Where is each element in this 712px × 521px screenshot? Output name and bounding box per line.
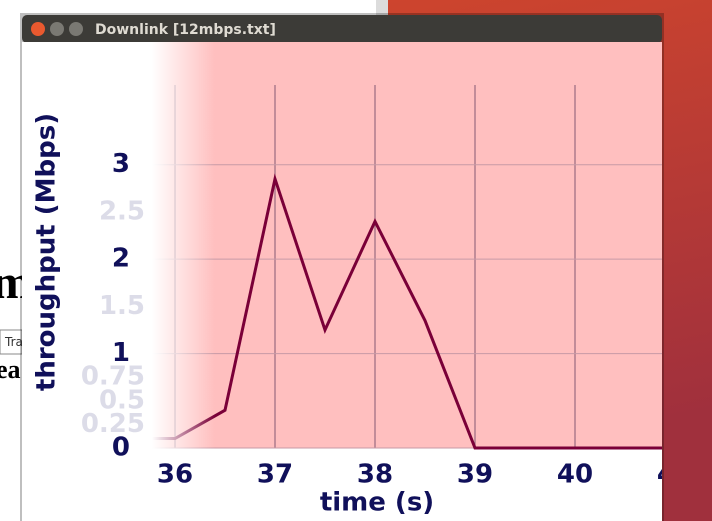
maximize-button[interactable] xyxy=(69,22,83,36)
page-text: Tra xyxy=(4,335,23,349)
x-axis-label: time (s) xyxy=(320,488,434,518)
x-tick-label: 40 xyxy=(557,460,593,490)
x-tick-label: 41 xyxy=(657,460,693,490)
y-tick-label: 1 xyxy=(112,338,130,368)
x-tick-label: 39 xyxy=(457,460,493,490)
title-bar xyxy=(22,15,662,43)
y-tick-label-faded: 0.75 xyxy=(81,362,145,392)
page-text: ea xyxy=(0,355,21,384)
close-button[interactable] xyxy=(31,22,45,36)
fade-overlay xyxy=(152,42,215,450)
x-tick-label: 36 xyxy=(157,460,193,490)
plot-area xyxy=(152,42,662,448)
y-tick-label-faded: 0.5 xyxy=(99,385,145,415)
y-tick-label: 2 xyxy=(112,244,130,274)
y-tick-label: 3 xyxy=(112,149,130,179)
x-tick-label: 37 xyxy=(257,460,293,490)
y-tick-label-faded: 1.5 xyxy=(99,291,145,321)
minimize-button[interactable] xyxy=(50,22,64,36)
window-title: Downlink [12mbps.txt] xyxy=(95,22,276,38)
y-tick-label: 0 xyxy=(112,433,130,463)
y-tick-label-faded: 0.25 xyxy=(81,409,145,439)
x-tick-label: 38 xyxy=(357,460,393,490)
y-tick-label-faded: 2.5 xyxy=(99,196,145,226)
y-axis-label: throughput (Mbps) xyxy=(32,113,62,391)
chart: 36 37 38 39 40 41 0.250.50.75 1.5 2.5 0 1 2 3 time (s… xyxy=(32,42,693,518)
